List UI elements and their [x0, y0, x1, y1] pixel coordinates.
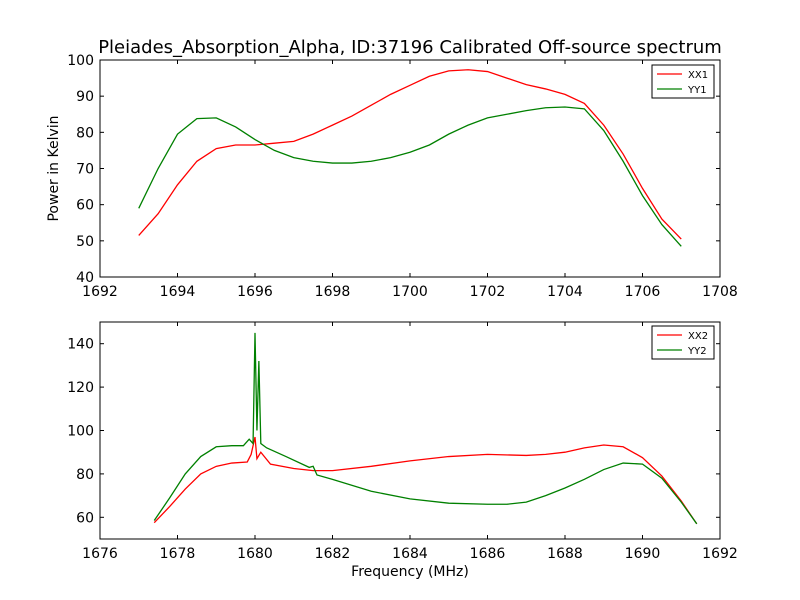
- bottom-x-tick-label: 1688: [547, 546, 583, 562]
- bottom-x-tick-label: 1684: [392, 546, 428, 562]
- top-y-tick-label: 60: [76, 198, 94, 214]
- bottom-legend-box: [651, 325, 715, 360]
- top-y-tick-label: 70: [76, 162, 94, 178]
- top-series-xx1-line: [138, 69, 682, 240]
- bottom-y-tick-label: 80: [76, 467, 94, 483]
- bottom-x-tick-label: 1686: [470, 546, 506, 562]
- charts-layer: 1692 1694 1696 1698 1700 1702 1704 1706 1708 40 50…: [67, 53, 738, 562]
- top-series-yy1-line: [138, 106, 682, 247]
- top-x-tick-label: 1696: [237, 284, 273, 300]
- bottom-x-axis-label: Frequency (MHz): [351, 564, 469, 580]
- top-x-tick-label: 1694: [160, 284, 196, 300]
- bottom-x-tick-label: 1676: [82, 546, 118, 562]
- bottom-series-xx2-line: [153, 436, 698, 525]
- top-x-tick-label: 1692: [82, 284, 118, 300]
- bottom-series-yy2-line: [153, 332, 698, 525]
- bottom-x-tick-label: 1682: [315, 546, 351, 562]
- top-y-tick-label: 100: [67, 53, 94, 69]
- top-chart: 1692 1694 1696 1698 1700 1702 1704 1706 1708 40 50…: [67, 53, 738, 300]
- top-x-tick-label: 1704: [547, 284, 583, 300]
- top-y-tick-label: 50: [76, 234, 94, 250]
- bottom-y-tick-label: 60: [76, 510, 94, 526]
- bottom-legend-label-yy2: YY2: [687, 346, 707, 357]
- chart-title: Pleiades_Absorption_Alpha, ID:37196 Cali…: [98, 37, 722, 58]
- bottom-x-tick-label: 1692: [702, 546, 738, 562]
- top-x-tick-label: 1700: [392, 284, 428, 300]
- top-y-axis-label: Power in Kelvin: [46, 115, 62, 221]
- top-y-tick-label: 80: [76, 125, 94, 141]
- bottom-y-tick-label: 100: [67, 424, 94, 440]
- top-legend-box: [651, 64, 715, 99]
- bottom-chart: 1676 1678 1680 1682 1684 1686 1688 1690 1692 60 80…: [67, 321, 738, 562]
- bottom-y-tick-label: 140: [67, 337, 94, 353]
- bottom-x-tick-label: 1678: [160, 546, 196, 562]
- top-x-tick-label: 1702: [470, 284, 506, 300]
- top-x-tick-label: 1698: [315, 284, 351, 300]
- top-y-tick-label: 40: [76, 270, 94, 286]
- top-legend-label-xx1: XX1: [688, 70, 708, 81]
- top-legend-label-yy1: YY1: [687, 85, 707, 96]
- top-y-tick-label: 90: [76, 89, 94, 105]
- top-x-tick-label: 1708: [702, 284, 738, 300]
- bottom-legend-label-xx2: XX2: [688, 331, 708, 342]
- bottom-x-tick-label: 1680: [237, 546, 273, 562]
- bottom-x-tick-label: 1690: [625, 546, 661, 562]
- top-x-tick-label: 1706: [625, 284, 661, 300]
- bottom-y-tick-label: 120: [67, 380, 94, 396]
